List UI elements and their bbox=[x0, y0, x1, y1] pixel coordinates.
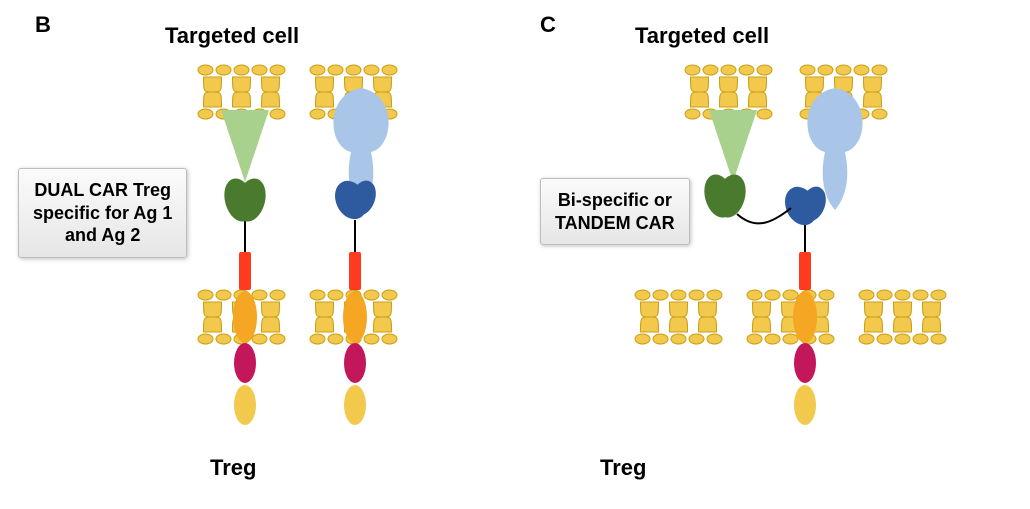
diagram-svg bbox=[0, 0, 1030, 509]
